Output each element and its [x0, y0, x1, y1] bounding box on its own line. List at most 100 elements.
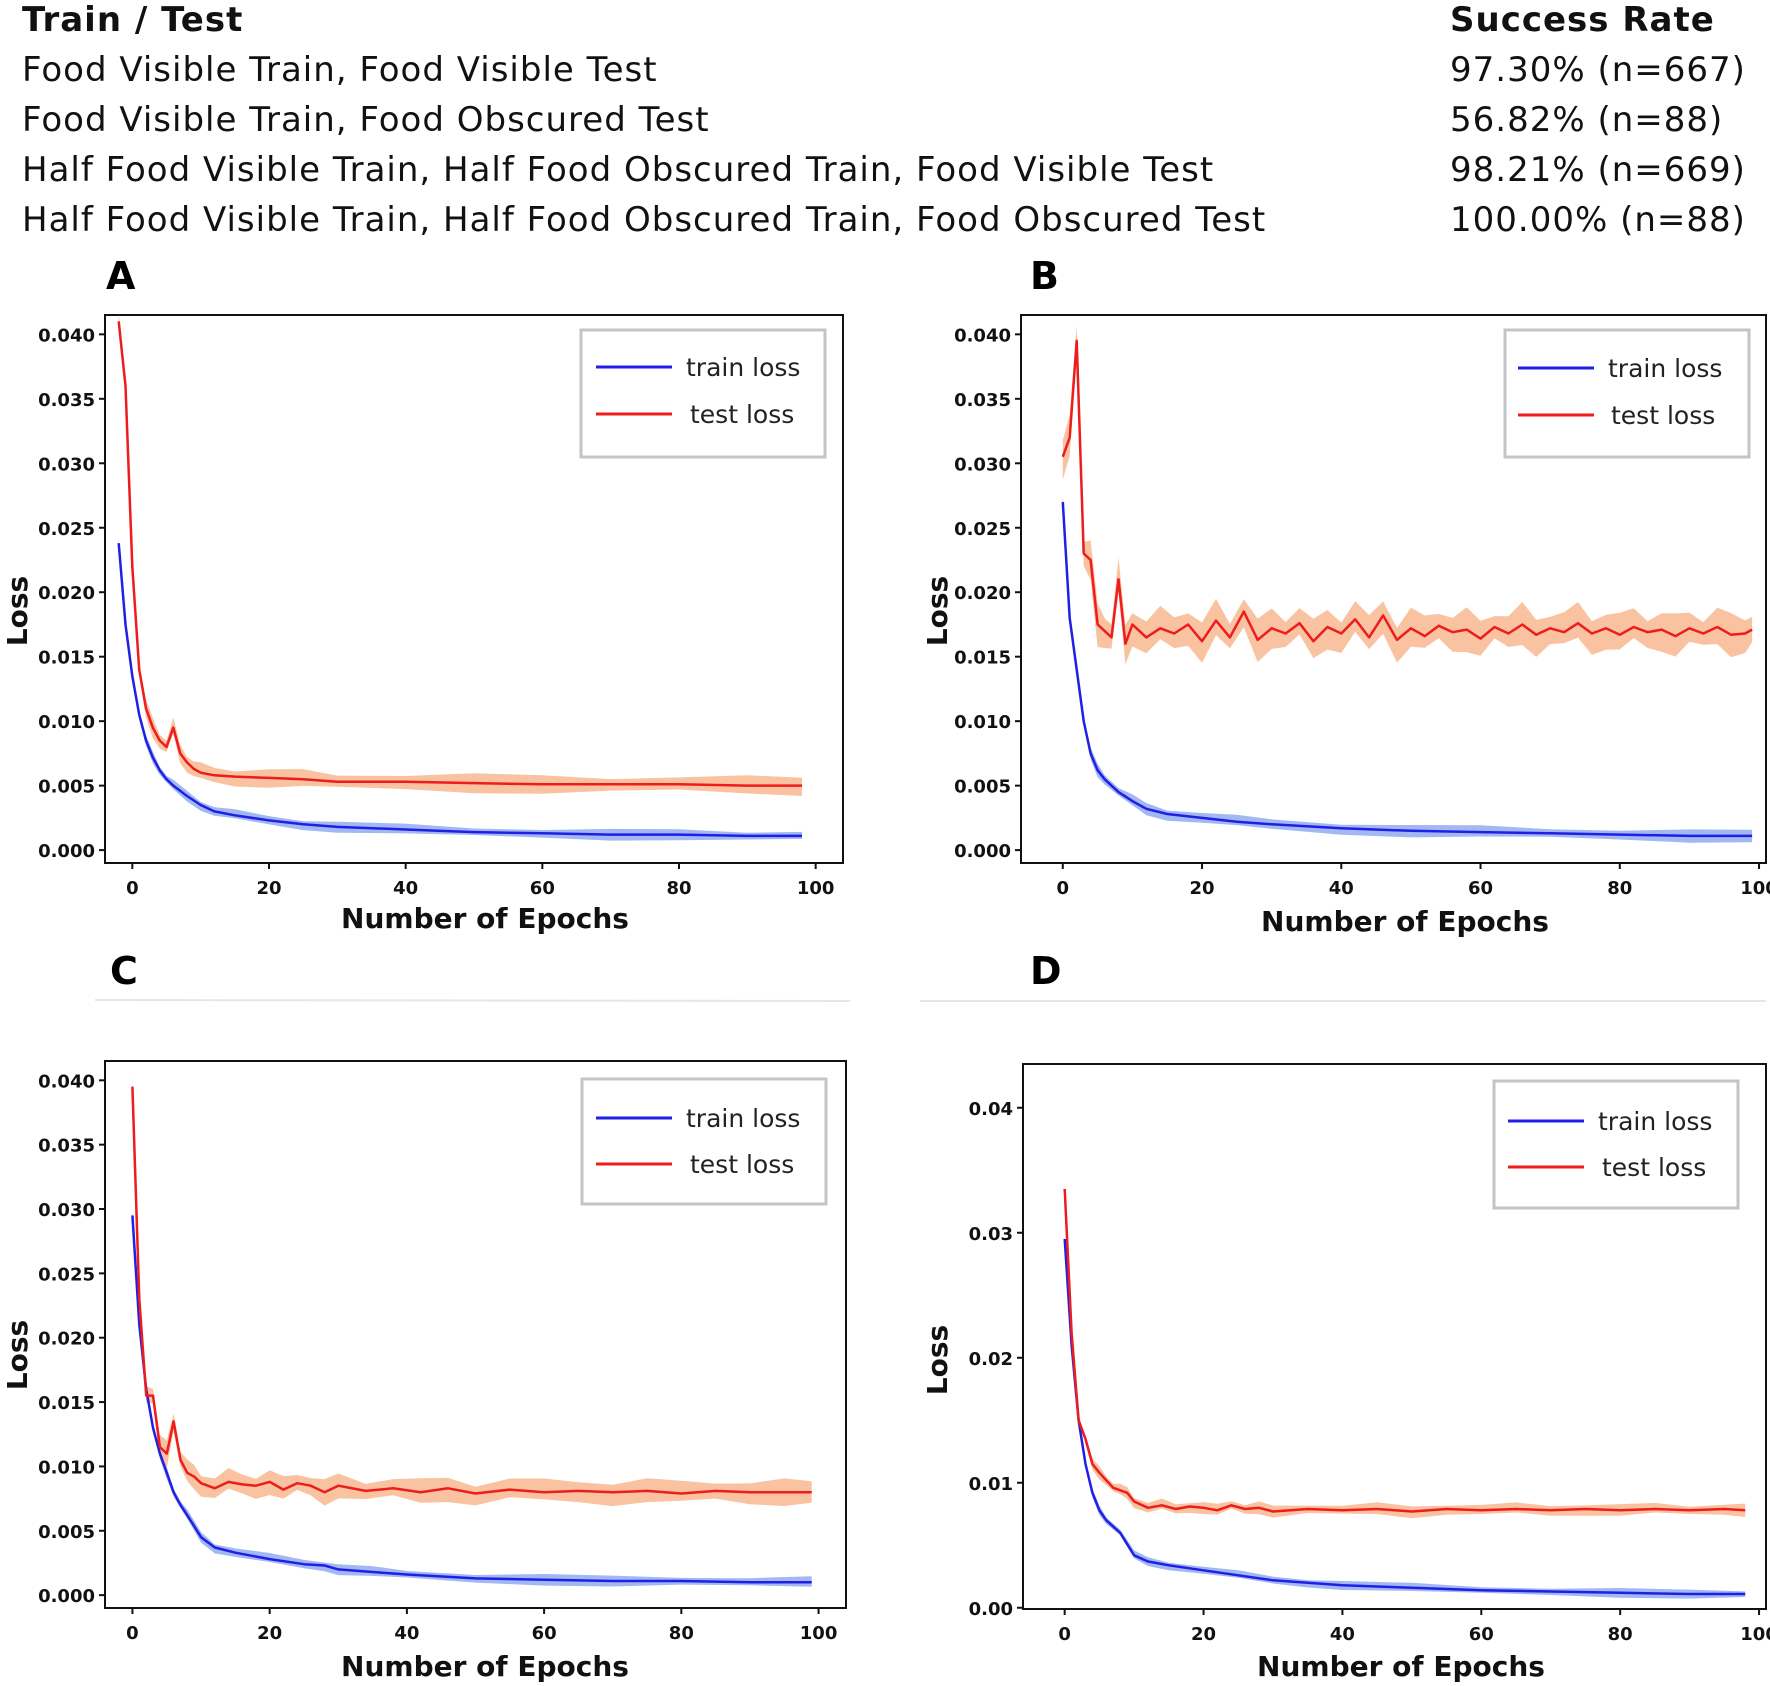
test-loss-line: [131, 1086, 812, 1495]
row-success-rate: 100.00% (n=88): [1450, 200, 1746, 240]
row-condition: Half Food Visible Train, Half Food Obscu…: [22, 200, 1267, 240]
x-axis-title: Number of Epochs: [341, 1650, 629, 1683]
y-tick-label: 0.040: [38, 1071, 95, 1092]
test-loss-line: [117, 321, 802, 787]
row-condition: Food Visible Train, Food Visible Test: [22, 50, 658, 90]
x-tick-label: 60: [1468, 878, 1493, 899]
x-tick-label: 80: [1608, 1624, 1633, 1645]
y-tick-label: 0.01: [969, 1474, 1013, 1495]
x-tick-label: 0: [1057, 878, 1070, 899]
legend-box: [579, 328, 827, 459]
y-tick-label: 0.025: [38, 1264, 95, 1285]
y-tick-label: 0.025: [38, 519, 95, 540]
chart-legend: train loss test loss: [1503, 328, 1751, 459]
y-tick-label: 0.010: [38, 1457, 95, 1478]
row-success-rate: 56.82% (n=88): [1450, 100, 1724, 140]
table-row: Half Food Visible Train, Half Food Obscu…: [22, 144, 1745, 194]
legend-label-train: train loss: [686, 1104, 800, 1133]
x-tick-label: 100: [1740, 1624, 1770, 1645]
legend-label-test: test loss: [1602, 1153, 1706, 1182]
y-axis-title: Loss: [921, 1325, 954, 1395]
panel-letter-b: B: [1030, 254, 1059, 298]
table-header-row: Train / Test Success Rate: [22, 0, 1742, 44]
x-axis-title: Number of Epochs: [341, 902, 629, 935]
y-tick-label: 0.020: [954, 583, 1011, 604]
y-tick-label: 0.035: [38, 390, 95, 411]
x-tick-label: 20: [257, 1623, 282, 1644]
x-tick-label: 20: [1189, 878, 1214, 899]
y-tick-label: 0.015: [38, 1393, 95, 1414]
x-tick-label: 0: [126, 1623, 139, 1644]
chart-panel-d: D 0 20 40 60 80 100 0.00 0.01 0.02 0.03 0.04 train…: [920, 949, 1770, 1686]
panel-divider: [94, 999, 851, 1002]
legend-box: [1503, 328, 1751, 459]
y-tick-label: 0.040: [38, 325, 95, 346]
y-tick-label: 0.035: [38, 1136, 95, 1157]
chart-b-svg: B 0 20 40 60 80 100 0.000 0.005 0.010 0.015 0.020 0…: [921, 254, 1770, 938]
y-tick-label: 0.030: [38, 1200, 95, 1221]
x-tick-label: 40: [1329, 878, 1354, 899]
x-tick-label: 100: [797, 878, 835, 899]
y-tick-label: 0.02: [969, 1349, 1013, 1370]
y-tick-label: 0.025: [954, 519, 1011, 540]
results-table: Train / Test Success Rate Food Visible T…: [22, 0, 1745, 244]
legend-label-test: test loss: [690, 1150, 794, 1179]
y-tick-label: 0.020: [38, 583, 95, 604]
chart-panel-c: C 0 20 40 60 80 100 0.000 0.005 0.010 0.015 0.020 0…: [0, 949, 851, 1686]
chart-panel-a: A 0 20 40 60 80 100 0.000 0.005 0.010 0.015 0.020 0…: [0, 254, 850, 945]
x-tick-label: 40: [1330, 1624, 1355, 1645]
x-tick-label: 80: [666, 878, 691, 899]
y-tick-label: 0.010: [38, 712, 95, 733]
y-tick-label: 0.015: [38, 648, 95, 669]
table-row: Food Visible Train, Food Obscured Test 5…: [22, 94, 1742, 144]
chart-a-svg: A 0 20 40 60 80 100 0.000 0.005 0.010 0.015 0.020 0…: [1, 254, 844, 935]
row-success-rate: 98.21% (n=669): [1450, 150, 1746, 190]
y-tick-label: 0.015: [954, 648, 1011, 669]
x-tick-label: 40: [394, 1623, 419, 1644]
y-tick-label: 0.040: [954, 325, 1011, 346]
train-loss-line: [1063, 1238, 1746, 1596]
chart-legend: train loss test loss: [579, 328, 827, 459]
legend-label-train: train loss: [1598, 1107, 1712, 1136]
y-tick-label: 0.005: [38, 777, 95, 798]
y-axis-title: Loss: [921, 576, 954, 646]
legend-label-train: train loss: [1608, 354, 1722, 383]
train-loss-line: [117, 543, 802, 838]
y-tick-label: 0.035: [954, 390, 1011, 411]
x-tick-label: 80: [1607, 878, 1632, 899]
test-loss-line: [1063, 1188, 1746, 1513]
table-row: Half Food Visible Train, Half Food Obscu…: [22, 194, 1745, 244]
legend-label-test: test loss: [1611, 401, 1715, 430]
y-tick-label: 0.010: [954, 712, 1011, 733]
y-tick-label: 0.00: [969, 1599, 1013, 1620]
y-tick-label: 0.005: [38, 1522, 95, 1543]
chart-legend: train loss test loss: [580, 1077, 828, 1206]
panel-letter-d: D: [1030, 949, 1062, 993]
chart-d-svg: D 0 20 40 60 80 100 0.00 0.01 0.02 0.03 0.04 train…: [920, 949, 1770, 1683]
x-tick-label: 60: [530, 878, 555, 899]
x-tick-label: 100: [1740, 878, 1770, 899]
train-loss-line: [1061, 501, 1753, 838]
y-tick-label: 0.000: [954, 841, 1011, 862]
header-train-test: Train / Test: [22, 0, 244, 40]
x-tick-label: 60: [1469, 1624, 1494, 1645]
legend-label-train: train loss: [686, 353, 800, 382]
x-tick-label: 20: [1191, 1624, 1216, 1645]
row-condition: Half Food Visible Train, Half Food Obscu…: [22, 150, 1215, 190]
header-success-rate: Success Rate: [1450, 0, 1715, 40]
y-tick-label: 0.030: [954, 454, 1011, 475]
x-tick-label: 60: [532, 1623, 557, 1644]
row-condition: Food Visible Train, Food Obscured Test: [22, 100, 710, 140]
x-tick-label: 0: [126, 878, 139, 899]
legend-label-test: test loss: [690, 400, 794, 429]
test-loss-line: [1061, 339, 1753, 646]
row-success-rate: 97.30% (n=667): [1450, 50, 1746, 90]
y-tick-label: 0.03: [969, 1224, 1013, 1245]
x-axis-title: Number of Epochs: [1257, 1650, 1545, 1683]
x-tick-label: 100: [800, 1623, 838, 1644]
y-tick-label: 0.020: [38, 1329, 95, 1350]
chart-c-svg: C 0 20 40 60 80 100 0.000 0.005 0.010 0.015 0.020 0…: [1, 949, 851, 1683]
x-tick-label: 80: [669, 1623, 694, 1644]
y-tick-label: 0.000: [38, 841, 95, 862]
panel-letter-a: A: [106, 254, 136, 298]
